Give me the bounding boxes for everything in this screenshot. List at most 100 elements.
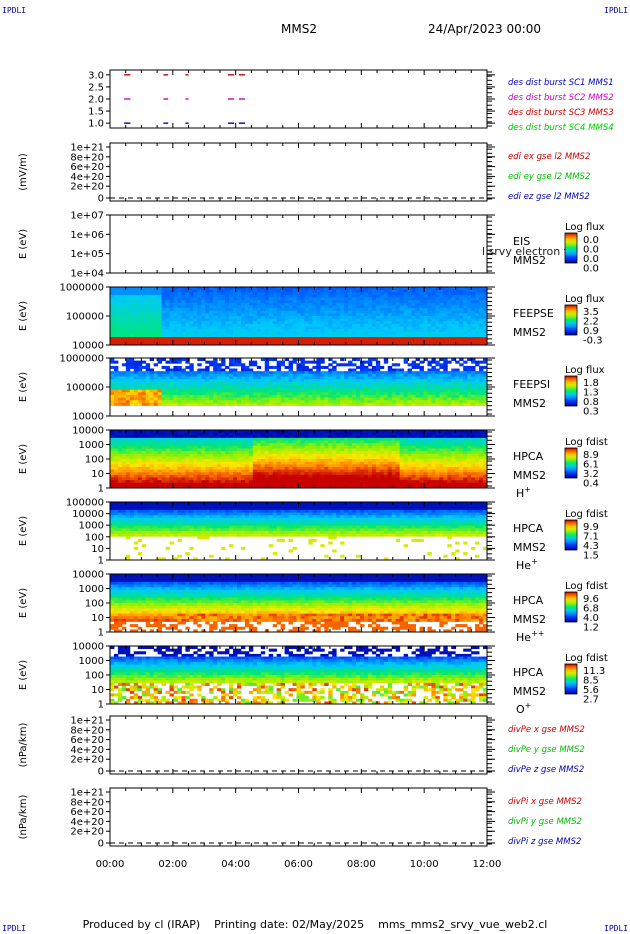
feepse-pixel: [399, 308, 405, 312]
hpca_h-pixel: [205, 456, 210, 460]
feepsi-pixel: [336, 376, 341, 380]
feepsi-pixel: [141, 373, 147, 377]
feepse-pixel: [336, 326, 341, 330]
feepsi-pixel: [435, 387, 440, 391]
feepse-pixel: [399, 313, 405, 317]
feepse-pixel: [300, 334, 305, 338]
feepse-pixel: [308, 334, 313, 338]
feepse-pixel: [399, 289, 405, 293]
feepse-pixel: [439, 300, 444, 304]
hpca_h-pixel: [137, 459, 143, 463]
feepse-pixel: [435, 294, 440, 298]
feepse-pixel: [185, 339, 190, 343]
feepsi-pixel: [205, 397, 210, 401]
feepse-pixel: [367, 294, 373, 298]
feepse-pixel: [292, 331, 297, 335]
feepse-pixel: [288, 326, 293, 330]
feepsi-pixel: [244, 394, 250, 398]
feepsi-pixel: [344, 384, 349, 388]
feepse-pixel: [304, 337, 309, 341]
feepse-pixel: [308, 294, 313, 298]
feepsi-pixel: [133, 373, 139, 377]
feepsi-pixel: [284, 376, 289, 380]
hpca_h-pixel: [177, 451, 182, 455]
feepse-pixel: [423, 334, 428, 338]
hpca_h-pixel: [141, 464, 147, 468]
hpca_h-pixel: [240, 461, 246, 465]
feepse-pixel: [229, 300, 234, 304]
feepse-pixel: [431, 287, 436, 291]
feepse-pixel: [371, 308, 377, 312]
hpca_h-pixel: [244, 461, 250, 465]
feepse-pixel: [141, 329, 147, 333]
feepse-pixel: [479, 297, 484, 301]
hpca_h-pixel: [233, 443, 238, 447]
feepse-pixel: [288, 339, 293, 343]
feepsi-pixel: [367, 384, 373, 388]
hpca_h-pixel: [181, 440, 186, 444]
feepse-pixel: [308, 326, 313, 330]
feepsi-pixel: [236, 373, 242, 377]
feepsi-pixel: [300, 384, 305, 388]
feepse-pixel: [423, 289, 428, 293]
feepse-pixel: [379, 326, 385, 330]
feepsi-pixel: [256, 379, 262, 383]
feepsi-pixel: [193, 371, 198, 375]
feepse-pixel: [280, 334, 286, 338]
hpca_h-pixel: [177, 453, 182, 457]
feepsi-pixel: [415, 373, 420, 377]
hpca_h-pixel: [125, 485, 131, 489]
feepse-pixel: [137, 318, 143, 322]
feepsi-pixel: [233, 400, 238, 404]
hpca_h-pixel: [244, 480, 250, 484]
feepse-pixel: [165, 302, 170, 306]
hpca_h-pixel: [264, 435, 270, 439]
feepse-pixel: [363, 318, 369, 322]
feepse-pixel: [411, 339, 416, 343]
feepsi-pixel: [252, 389, 258, 393]
hpca_h-pixel: [256, 464, 262, 468]
feepse-pixel: [121, 337, 127, 341]
feepse-pixel: [443, 313, 448, 317]
feepse-pixel: [300, 316, 305, 320]
hpca_h-pixel: [157, 461, 162, 465]
feepsi-pixel: [419, 402, 424, 406]
feepse-pixel: [415, 334, 420, 338]
feepse-pixel: [328, 310, 333, 314]
hpca_h-pixel: [229, 456, 234, 460]
hpca_h-pixel: [225, 472, 230, 476]
feepse-pixel: [268, 300, 274, 304]
feepsi-pixel: [391, 368, 397, 372]
feepsi-pixel: [371, 381, 377, 385]
feepse-pixel: [133, 292, 139, 296]
feepse-pixel: [181, 326, 186, 330]
feepse-pixel: [153, 294, 159, 298]
feepsi-pixel: [213, 358, 218, 362]
feepsi-pixel: [467, 376, 472, 380]
feepse-pixel: [360, 318, 365, 322]
feepse-pixel: [395, 342, 401, 346]
feepse-pixel: [260, 297, 266, 301]
hpca_h-pixel: [157, 432, 162, 436]
feepsi-pixel: [435, 389, 440, 393]
hpca_h-pixel: [229, 453, 234, 457]
hpca_h-pixel: [225, 482, 230, 486]
hpca_h-pixel: [133, 472, 139, 476]
feepse-pixel: [153, 331, 159, 335]
feepse-pixel: [367, 323, 373, 327]
feepsi-pixel: [320, 376, 325, 380]
feepse-pixel: [169, 318, 174, 322]
feepsi-pixel: [391, 397, 397, 401]
hpca_h-pixel: [129, 477, 135, 481]
hpca_h-pixel: [137, 477, 143, 481]
feepse-pixel: [371, 339, 377, 343]
feepsi-pixel: [205, 400, 210, 404]
feepse-pixel: [236, 292, 242, 296]
feepse-pixel: [387, 339, 393, 343]
feepse-pixel: [379, 297, 385, 301]
feepse-pixel: [348, 313, 353, 317]
hpca_h-pixel: [189, 482, 194, 486]
feepse-pixel: [280, 313, 286, 317]
hpca_h-pixel: [173, 453, 178, 457]
feepse-pixel: [387, 289, 393, 293]
